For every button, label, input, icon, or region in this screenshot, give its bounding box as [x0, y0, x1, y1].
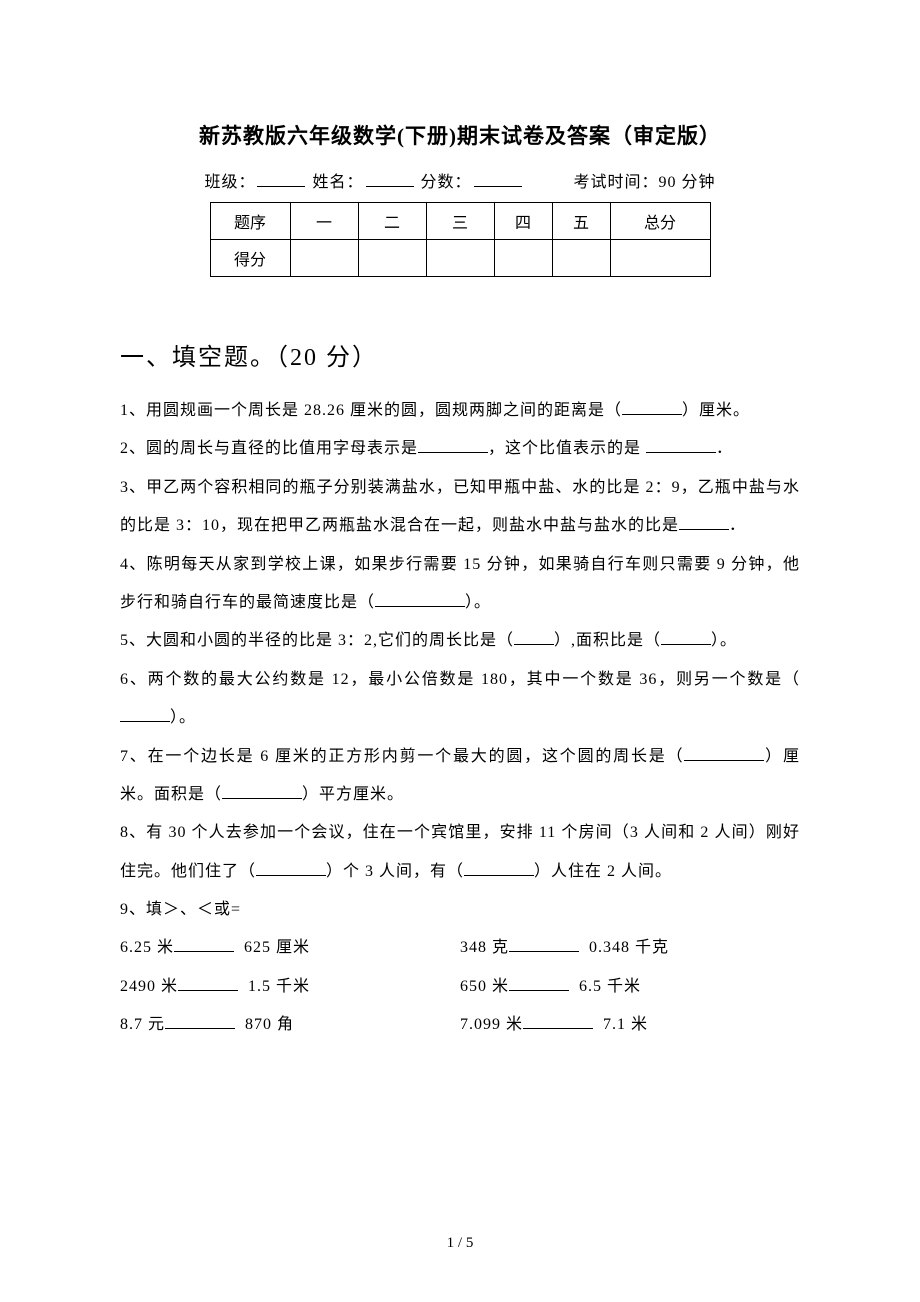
compare-row-3: 8.7 元 870 角 7.099 米 7.1 米 — [120, 1006, 800, 1044]
c1-blank-l — [174, 951, 234, 952]
q6-text-a: 6、两个数的最大公约数是 12，最小公倍数是 180，其中一个数是 36，则另一… — [120, 671, 800, 688]
c3-r2: 7.1 米 — [603, 1016, 648, 1033]
c3-l2: 870 角 — [245, 1016, 294, 1033]
compare-3-left: 8.7 元 870 角 — [120, 1006, 460, 1044]
q1-text-b: ）厘米。 — [682, 402, 750, 419]
c2-l2: 1.5 千米 — [248, 978, 310, 995]
q5-blank-2 — [661, 644, 711, 645]
table-header-row: 题序 一 二 三 四 五 总分 — [210, 203, 710, 240]
th-1: 一 — [290, 203, 358, 240]
th-3: 三 — [426, 203, 494, 240]
q1-blank — [622, 414, 682, 415]
q5-blank-1 — [514, 644, 554, 645]
page-footer: 1 / 5 — [0, 1235, 920, 1252]
question-7: 7、在一个边长是 6 厘米的正方形内剪一个最大的圆，这个圆的周长是（）厘米。面积… — [120, 738, 800, 815]
question-3: 3、甲乙两个容积相同的瓶子分别装满盐水，已知甲瓶中盐、水的比是 2：9，乙瓶中盐… — [120, 469, 800, 546]
class-label: 班级： — [204, 174, 255, 191]
q8-text-b: ）个 3 人间，有（ — [326, 863, 464, 880]
q4-blank — [375, 606, 465, 607]
question-1: 1、用圆规画一个周长是 28.26 厘米的圆，圆规两脚之间的距离是（ ）厘米。 — [120, 392, 800, 430]
c2-blank-l — [178, 990, 238, 991]
th-4: 四 — [494, 203, 552, 240]
c3-blank-l — [165, 1028, 235, 1029]
td-label: 得分 — [210, 240, 290, 277]
compare-3-right: 7.099 米 7.1 米 — [460, 1006, 800, 1044]
q3-text-a: 3、甲乙两个容积相同的瓶子分别装满盐水，已知甲瓶中盐、水的比是 2：9，乙瓶中盐… — [120, 479, 800, 534]
question-9-head: 9、填＞、＜或= — [120, 891, 800, 929]
compare-2-left: 2490 米 1.5 千米 — [120, 968, 460, 1006]
compare-row-2: 2490 米 1.5 千米 650 米 6.5 千米 — [120, 968, 800, 1006]
td-1 — [290, 240, 358, 277]
score-blank — [474, 171, 522, 187]
c1-l2: 625 厘米 — [244, 939, 310, 956]
q7-blank-2 — [222, 798, 302, 799]
q6-text-b: ）。 — [170, 709, 196, 726]
q4-text-b: ）。 — [465, 594, 491, 611]
td-5 — [552, 240, 610, 277]
c2-l1: 2490 米 — [120, 978, 178, 995]
q7-text-a: 7、在一个边长是 6 厘米的正方形内剪一个最大的圆，这个圆的周长是（ — [120, 748, 684, 765]
th-2: 二 — [358, 203, 426, 240]
q2-blank-2 — [646, 452, 716, 453]
q3-text-b: ． — [729, 517, 746, 534]
q4-text-a: 4、陈明每天从家到学校上课，如果步行需要 15 分钟，如果骑自行车则只需要 9 … — [120, 556, 800, 611]
question-4: 4、陈明每天从家到学校上课，如果步行需要 15 分钟，如果骑自行车则只需要 9 … — [120, 546, 800, 623]
question-6: 6、两个数的最大公约数是 12，最小公倍数是 180，其中一个数是 36，则另一… — [120, 661, 800, 738]
compare-2-right: 650 米 6.5 千米 — [460, 968, 800, 1006]
c1-r1: 348 克 — [460, 939, 509, 956]
q2-blank-1 — [418, 452, 488, 453]
compare-row-1: 6.25 米 625 厘米 348 克 0.348 千克 — [120, 929, 800, 967]
meta-row: 班级： 姓名： 分数： 考试时间：90 分钟 — [120, 168, 800, 192]
q2-text-c: ． — [716, 440, 733, 457]
q8-blank-1 — [256, 875, 326, 876]
th-seq: 题序 — [210, 203, 290, 240]
td-4 — [494, 240, 552, 277]
th-5: 五 — [552, 203, 610, 240]
question-5: 5、大圆和小圆的半径的比是 3：2,它们的周长比是（ ）,面积比是（ ）。 — [120, 622, 800, 660]
q3-blank — [679, 529, 729, 530]
td-2 — [358, 240, 426, 277]
compare-1-right: 348 克 0.348 千克 — [460, 929, 800, 967]
td-3 — [426, 240, 494, 277]
c1-blank-r — [509, 951, 579, 952]
compare-1-left: 6.25 米 625 厘米 — [120, 929, 460, 967]
q5-text-a: 5、大圆和小圆的半径的比是 3：2,它们的周长比是（ — [120, 632, 514, 649]
table-score-row: 得分 — [210, 240, 710, 277]
name-label: 姓名： — [312, 174, 363, 191]
q5-text-b: ）,面积比是（ — [554, 632, 661, 649]
q1-text-a: 1、用圆规画一个周长是 28.26 厘米的圆，圆规两脚之间的距离是（ — [120, 402, 622, 419]
score-label: 分数： — [421, 174, 472, 191]
question-2: 2、圆的周长与直径的比值用字母表示是 ，这个比值表示的是 ． — [120, 430, 800, 468]
c2-r2: 6.5 千米 — [579, 978, 641, 995]
c1-l1: 6.25 米 — [120, 939, 174, 956]
time-label: 考试时间：90 分钟 — [574, 174, 716, 191]
q2-text-a: 2、圆的周长与直径的比值用字母表示是 — [120, 440, 418, 457]
c3-l1: 8.7 元 — [120, 1016, 165, 1033]
q6-blank — [120, 721, 170, 722]
c3-r1: 7.099 米 — [460, 1016, 523, 1033]
c2-r1: 650 米 — [460, 978, 509, 995]
c1-r2: 0.348 千克 — [589, 939, 669, 956]
q7-blank-1 — [684, 760, 764, 761]
c2-blank-r — [509, 990, 569, 991]
section-1-heading: 一、填空题。（20 分） — [120, 337, 800, 372]
td-total — [610, 240, 710, 277]
th-total: 总分 — [610, 203, 710, 240]
document-title: 新苏教版六年级数学(下册)期末试卷及答案（审定版） — [120, 120, 800, 150]
c3-blank-r — [523, 1028, 593, 1029]
score-table: 题序 一 二 三 四 五 总分 得分 — [210, 202, 711, 277]
q2-text-b: ，这个比值表示的是 — [488, 440, 641, 457]
q8-blank-2 — [464, 875, 534, 876]
class-blank — [257, 171, 305, 187]
question-8: 8、有 30 个人去参加一个会议，住在一个宾馆里，安排 11 个房间（3 人间和… — [120, 814, 800, 891]
name-blank — [366, 171, 414, 187]
q7-text-c: ）平方厘米。 — [302, 786, 404, 803]
q8-text-c: ）人住在 2 人间。 — [534, 863, 672, 880]
q5-text-c: ）。 — [711, 632, 737, 649]
